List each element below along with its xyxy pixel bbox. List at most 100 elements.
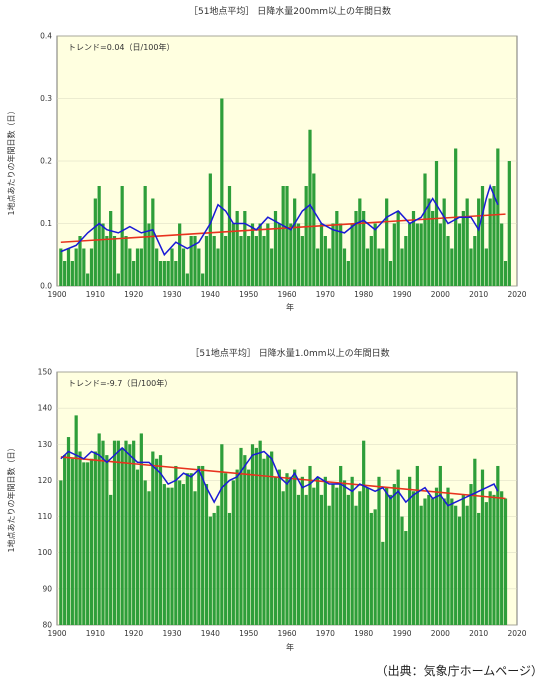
chart1-bar [82, 248, 86, 286]
chart1-bar [143, 186, 147, 286]
chart2-bar [419, 505, 423, 625]
chart1-bar [112, 236, 117, 286]
chart1-xtick: 1950 [239, 290, 258, 299]
chart2-bar [109, 494, 113, 625]
chart2-bar [404, 531, 408, 625]
chart2-bar [465, 505, 469, 625]
chart1-bar [151, 198, 155, 286]
chart1-xtick: 1970 [316, 290, 335, 299]
chart1-bar [243, 211, 247, 286]
chart2-bar [63, 455, 67, 625]
chart1-bar [78, 236, 82, 286]
chart1-xlabel: 年 [286, 302, 294, 312]
chart1-bar [162, 261, 166, 286]
chart2-bar [312, 487, 316, 625]
chart1-bar [308, 129, 312, 286]
chart2-bar [296, 494, 301, 625]
chart2-bar [70, 458, 74, 625]
chart2-bar [431, 498, 435, 625]
chart1-xtick: 1900 [47, 290, 66, 299]
chart2-bar [381, 541, 385, 625]
chart1-bar [488, 198, 492, 286]
chart2-bar [331, 484, 335, 625]
chart2-xtick: 1950 [239, 629, 258, 638]
chart2-ytick: 150 [38, 368, 53, 377]
chart1-bar [408, 223, 412, 286]
chart1-bar [293, 198, 297, 286]
chart1-bar [415, 223, 419, 286]
chart2-bar [300, 476, 304, 625]
chart1-bar [93, 198, 97, 286]
chart2-bar [273, 476, 278, 625]
chart2-bar [492, 494, 496, 625]
chart2-bar [354, 505, 358, 625]
chart1-bar [197, 248, 201, 286]
chart1-bar [480, 186, 485, 286]
chart1-bar [465, 198, 469, 286]
chart2-bar [170, 487, 174, 625]
chart2-bar [488, 491, 492, 625]
chart2-bar [89, 458, 94, 625]
chart1-bar [235, 211, 239, 286]
chart2-bar [304, 494, 308, 625]
chart2-bar [112, 440, 117, 625]
chart2-bar [135, 469, 140, 625]
chart2-bar [166, 487, 170, 625]
chart2-bar [116, 440, 120, 625]
chart2-xlabel: 年 [286, 642, 294, 652]
chart1-bar [166, 261, 170, 286]
chart1-bar [216, 248, 220, 286]
chart1-ytick: 0.1 [40, 219, 52, 228]
chart2-bar [327, 505, 331, 625]
chart2-bar [503, 498, 508, 625]
chart1-bar [346, 261, 350, 286]
chart1-bar [503, 261, 508, 286]
chart2-bar [59, 480, 63, 625]
chart2-xtick: 1980 [354, 629, 373, 638]
chart1-bar [296, 223, 301, 286]
chart2-bar [496, 465, 500, 625]
chart1-bar [59, 248, 63, 286]
chart2-bar [231, 480, 235, 625]
chart2-bar [132, 440, 136, 625]
chart1-bar [400, 248, 404, 286]
chart-heavy-rain-days: ［51地点平均］ 日降水量200mm以上の年間日数 0.0 0.1 0.2 0.… [6, 5, 527, 312]
chart2-xtick: 2000 [431, 629, 450, 638]
chart2-bar [204, 484, 209, 625]
chart2-bar [151, 451, 155, 625]
chart2-bar [158, 455, 163, 625]
chart1-xtick: 2020 [507, 290, 526, 299]
chart2-bar [362, 440, 366, 625]
chart1-bar [457, 223, 462, 286]
chart1-bar [446, 236, 450, 286]
chart1-bar [139, 248, 143, 286]
chart1-bar [350, 223, 354, 286]
chart1-bar [155, 248, 159, 286]
chart2-xticks: 1900 1910 1920 1930 1940 1950 1960 1970 … [47, 629, 526, 638]
chart1-bar [220, 98, 224, 286]
chart2-bar [139, 433, 143, 625]
chart1-ytick: 0.4 [40, 32, 52, 41]
chart2-xtick: 1910 [86, 629, 105, 638]
chart1-bar [181, 248, 186, 286]
chart2-bar [235, 469, 239, 625]
chart2-bar [239, 447, 243, 625]
chart1-bar [434, 161, 439, 286]
chart2-trend-line [60, 456, 506, 500]
chart2-title: ［51地点平均］ 日降水量1.0mm以上の年間日数 [190, 347, 389, 359]
chart1-bar [373, 223, 377, 286]
chart1-xtick: 1940 [201, 290, 220, 299]
chart1-bar [128, 248, 132, 286]
chart2-ytick: 120 [38, 476, 53, 485]
chart1-bar [224, 236, 228, 286]
chart2-bar [78, 451, 82, 625]
chart1-bar [342, 248, 347, 286]
chart1-bar [105, 236, 109, 286]
chart1-bar [120, 186, 124, 286]
chart1-bar [147, 223, 151, 286]
chart1-bar [304, 186, 308, 286]
chart2-trend-annotation: トレンド=-9.7（日/100年） [68, 378, 172, 388]
chart1-bar [477, 198, 481, 286]
source-caption: （出典：気象庁ホームページ） [375, 664, 543, 678]
chart2-bar [365, 487, 370, 625]
